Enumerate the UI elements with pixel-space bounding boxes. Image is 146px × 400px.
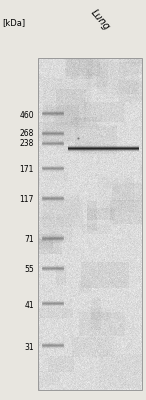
Text: 268: 268	[20, 128, 34, 138]
Text: 31: 31	[24, 342, 34, 352]
Text: Lung: Lung	[88, 8, 112, 33]
Text: 117: 117	[20, 196, 34, 204]
Text: 238: 238	[20, 138, 34, 148]
Text: 41: 41	[24, 300, 34, 310]
Text: 71: 71	[24, 236, 34, 244]
Bar	[38, 58, 142, 390]
Text: 55: 55	[24, 266, 34, 274]
Text: 171: 171	[20, 166, 34, 174]
Text: 460: 460	[19, 112, 34, 120]
Text: [kDa]: [kDa]	[2, 18, 25, 27]
